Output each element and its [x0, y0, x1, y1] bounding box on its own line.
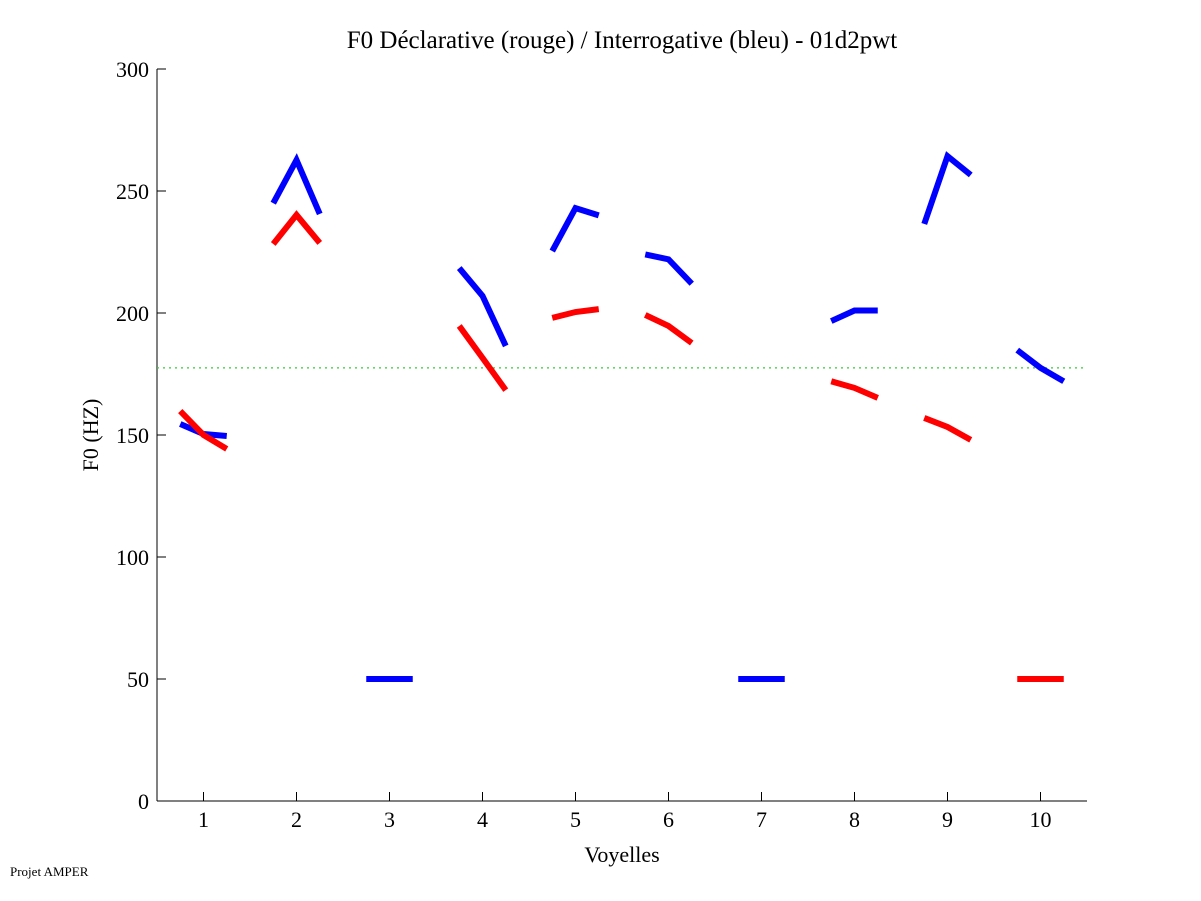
- interrogative-segment-2: [270, 153, 323, 216]
- x-tick-label: 2: [291, 807, 302, 832]
- interrogative-segment-10: [1015, 347, 1066, 384]
- y-tick-label: 50: [127, 667, 149, 692]
- x-tick-label: 10: [1030, 807, 1052, 832]
- declarative-segment-4: [456, 324, 509, 392]
- x-tick-label: 7: [756, 807, 767, 832]
- declarative-segment-6: [643, 312, 694, 346]
- declarative-segment-5: [551, 306, 600, 321]
- interrogative-segment-4: [456, 266, 509, 348]
- interrogative-segment-9: [921, 151, 973, 225]
- y-tick-label: 250: [116, 179, 149, 204]
- y-tick-label: 0: [138, 789, 149, 814]
- y-tick-label: 150: [116, 423, 149, 448]
- y-tick-label: 200: [116, 301, 149, 326]
- y-tick-label: 100: [116, 545, 149, 570]
- x-tick-label: 3: [384, 807, 395, 832]
- declarative-segment-2: [270, 210, 323, 246]
- declarative-segment-9: [923, 415, 973, 443]
- axes: 0 50 100 150 200 250 300 1 2 3 4 5 6 7 8 9 10: [116, 57, 1087, 832]
- chart-title: F0 Déclarative (rouge) / Interrogative (…: [347, 27, 898, 54]
- declarative-segment-8: [830, 378, 879, 401]
- x-tick-label: 6: [663, 807, 674, 832]
- declarative-segment-1: [178, 408, 229, 452]
- footer-label: Projet AMPER: [10, 864, 89, 879]
- x-tick-label: 8: [849, 807, 860, 832]
- x-tick-label: 5: [570, 807, 581, 832]
- interrogative-segment-8: [830, 307, 878, 324]
- x-tick-label: 9: [942, 807, 953, 832]
- y-axis-label: F0 (HZ): [78, 399, 103, 472]
- x-axis-label: Voyelles: [584, 842, 659, 867]
- interrogative-segment-5: [549, 204, 600, 253]
- interrogative-segment-6: [644, 251, 694, 286]
- x-tick-label: 1: [198, 807, 209, 832]
- data-marks: [157, 151, 1087, 682]
- x-tick-label: 4: [477, 807, 488, 832]
- y-tick-label: 300: [116, 57, 149, 82]
